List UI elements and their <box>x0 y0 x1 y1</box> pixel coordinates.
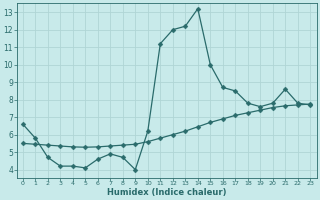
X-axis label: Humidex (Indice chaleur): Humidex (Indice chaleur) <box>107 188 226 197</box>
